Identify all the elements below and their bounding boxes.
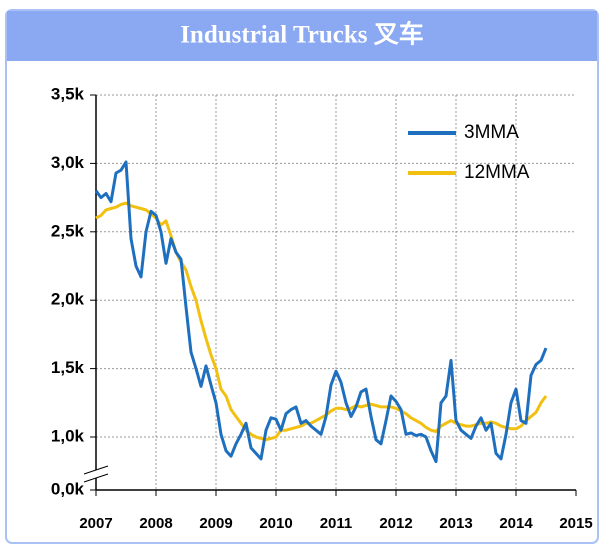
y-tick-label: 2,5k (51, 221, 85, 240)
y-tick-label: 0,0k (51, 479, 85, 498)
x-tick-label: 2008 (139, 515, 172, 532)
series-line (95, 201, 548, 442)
x-tick-label: 2011 (320, 515, 353, 532)
x-tick-label: 2007 (79, 515, 112, 532)
x-tick-label: 2014 (499, 515, 533, 532)
x-tick-label: 2013 (439, 515, 472, 532)
legend-label: 3MMA (464, 122, 519, 143)
axis-break (83, 473, 109, 483)
y-tick-label: 3,0k (51, 153, 85, 172)
x-tick-label: 2009 (199, 515, 232, 532)
x-tick-label: 2015 (559, 515, 592, 532)
axis-break (83, 465, 109, 475)
series-line (94, 160, 548, 464)
y-tick-label: 1,0k (51, 426, 85, 445)
x-tick-label: 2012 (379, 515, 412, 532)
y-tick-label: 2,0k (51, 290, 85, 309)
y-tick-label: 3,5k (51, 84, 85, 103)
axis-break-gap (84, 470, 108, 478)
title-band (7, 11, 597, 61)
legend-label: 12MMA (464, 162, 530, 183)
frame (5, 9, 599, 544)
x-tick-label: 2010 (259, 515, 292, 532)
y-tick-label: 1,5k (51, 358, 85, 377)
chart-title: Industrial Trucks 叉车 (180, 20, 424, 49)
